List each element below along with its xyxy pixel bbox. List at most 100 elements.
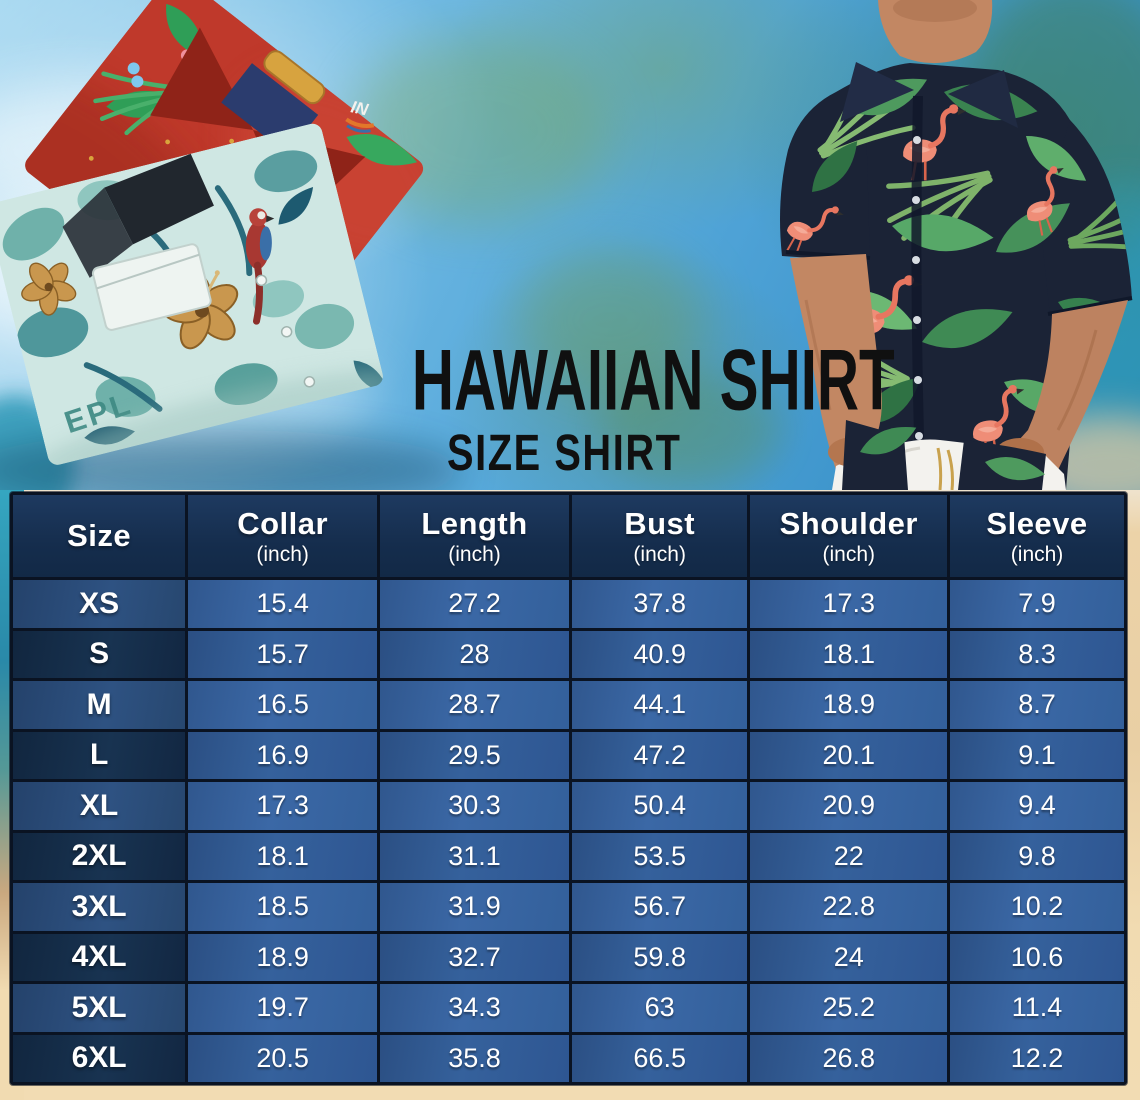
man-left-arm xyxy=(790,254,882,470)
man-shirt-collar-right xyxy=(948,70,1018,128)
value-5xl-collar: 19.7 xyxy=(188,984,378,1032)
teal-shirt-collar xyxy=(104,153,214,245)
hero-photo-art: IN xyxy=(0,0,1140,490)
column-label: Length xyxy=(421,505,528,541)
page-subtitle: SIZE SHIRT xyxy=(446,423,682,481)
column-header-sleeve: Sleeve (inch) xyxy=(950,495,1124,577)
value-xs-shoulder: 17.3 xyxy=(750,580,948,628)
value-3xl-bust: 56.7 xyxy=(571,883,748,931)
size-label-5xl: 5XL xyxy=(13,984,186,1032)
value-3xl-sleeve: 10.2 xyxy=(950,883,1124,931)
hero-photo: IN xyxy=(0,0,1140,490)
value-6xl-collar: 20.5 xyxy=(188,1034,378,1082)
value-4xl-collar: 18.9 xyxy=(188,933,378,981)
value-m-bust: 44.1 xyxy=(571,681,748,729)
value-l-sleeve: 9.1 xyxy=(950,731,1124,779)
value-4xl-length: 32.7 xyxy=(380,933,569,981)
value-xs-collar: 15.4 xyxy=(188,580,378,628)
value-s-collar: 15.7 xyxy=(188,630,378,678)
column-header-bust: Bust (inch) xyxy=(571,495,748,577)
value-xl-length: 30.3 xyxy=(380,782,569,830)
size-label-6xl: 6XL xyxy=(13,1034,186,1082)
value-xl-sleeve: 9.4 xyxy=(950,782,1124,830)
value-5xl-shoulder: 25.2 xyxy=(750,984,948,1032)
man-shirt-collar-left xyxy=(840,62,914,122)
value-2xl-sleeve: 9.8 xyxy=(950,832,1124,880)
teal-shirt-pocket xyxy=(91,243,212,331)
column-unit: (inch) xyxy=(448,542,501,566)
parrot-print xyxy=(245,208,275,325)
value-l-bust: 47.2 xyxy=(571,731,748,779)
size-table: Size Collar (inch) Length (inch) Bust (inch) Sh… xyxy=(10,492,1127,1085)
value-m-length: 28.7 xyxy=(380,681,569,729)
column-label: Bust xyxy=(624,505,696,541)
value-3xl-collar: 18.5 xyxy=(188,883,378,931)
value-4xl-shoulder: 24 xyxy=(750,933,948,981)
value-5xl-sleeve: 11.4 xyxy=(950,984,1124,1032)
page-title: HAWAIIAN SHIRT xyxy=(411,333,895,429)
value-l-shoulder: 20.1 xyxy=(750,731,948,779)
size-label-l: L xyxy=(13,731,186,779)
value-3xl-length: 31.9 xyxy=(380,883,569,931)
column-header-length: Length (inch) xyxy=(380,495,569,577)
value-xl-shoulder: 20.9 xyxy=(750,782,948,830)
column-header-size: Size xyxy=(13,495,186,577)
value-xs-length: 27.2 xyxy=(380,580,569,628)
svg-text:IN: IN xyxy=(349,97,370,119)
value-xs-sleeve: 7.9 xyxy=(950,580,1124,628)
column-unit: (inch) xyxy=(822,542,876,566)
value-6xl-shoulder: 26.8 xyxy=(750,1034,948,1082)
value-4xl-bust: 59.8 xyxy=(571,933,748,981)
value-6xl-length: 35.8 xyxy=(380,1034,569,1082)
teal-shirt-buttons xyxy=(255,274,316,388)
value-s-bust: 40.9 xyxy=(571,630,748,678)
value-m-shoulder: 18.9 xyxy=(750,681,948,729)
value-l-length: 29.5 xyxy=(380,731,569,779)
value-2xl-bust: 53.5 xyxy=(571,832,748,880)
value-4xl-sleeve: 10.6 xyxy=(950,933,1124,981)
flamingo-shirt-pattern xyxy=(758,64,1132,490)
size-label-xl: XL xyxy=(13,782,186,830)
value-xs-bust: 37.8 xyxy=(571,580,748,628)
column-unit: (inch) xyxy=(256,542,309,566)
value-6xl-sleeve: 12.2 xyxy=(950,1034,1124,1082)
teal-folded-shirt: EPL xyxy=(0,123,386,467)
value-l-collar: 16.9 xyxy=(188,731,378,779)
value-m-sleeve: 8.7 xyxy=(950,681,1124,729)
size-label-4xl: 4XL xyxy=(13,933,186,981)
size-label-3xl: 3XL xyxy=(13,883,186,931)
value-5xl-bust: 63 xyxy=(571,984,748,1032)
red-shirt-label-gold xyxy=(263,50,326,105)
size-label-2xl: 2XL xyxy=(13,832,186,880)
man-photo xyxy=(758,0,1133,490)
value-2xl-shoulder: 22 xyxy=(750,832,948,880)
pants-drawstring xyxy=(936,447,954,490)
value-s-sleeve: 8.3 xyxy=(950,630,1124,678)
value-xl-collar: 17.3 xyxy=(188,782,378,830)
column-label: Sleeve xyxy=(986,505,1088,541)
value-6xl-bust: 66.5 xyxy=(571,1034,748,1082)
red-shirt-brand-mark: IN xyxy=(345,97,375,133)
column-unit: (inch) xyxy=(1010,542,1064,566)
column-label: Collar xyxy=(237,505,329,541)
size-label-xs: XS xyxy=(13,580,186,628)
value-2xl-collar: 18.1 xyxy=(188,832,378,880)
title-block: HAWAIIAN SHIRT SIZE SHIRT xyxy=(318,338,895,482)
value-2xl-length: 31.1 xyxy=(380,832,569,880)
value-5xl-length: 34.3 xyxy=(380,984,569,1032)
value-s-length: 28 xyxy=(380,630,569,678)
column-header-collar: Collar (inch) xyxy=(188,495,378,577)
size-label-s: S xyxy=(13,630,186,678)
column-header-shoulder: Shoulder (inch) xyxy=(750,495,948,577)
size-label-m: M xyxy=(13,681,186,729)
column-label: Shoulder xyxy=(779,505,918,541)
column-unit: (inch) xyxy=(633,542,686,566)
value-m-collar: 16.5 xyxy=(188,681,378,729)
table-section: Size Collar (inch) Length (inch) Bust (inch) Sh… xyxy=(0,490,1140,1100)
man-right-arm xyxy=(1008,300,1128,470)
value-3xl-shoulder: 22.8 xyxy=(750,883,948,931)
value-s-shoulder: 18.1 xyxy=(750,630,948,678)
value-xl-bust: 50.4 xyxy=(571,782,748,830)
column-label: Size xyxy=(67,518,132,553)
